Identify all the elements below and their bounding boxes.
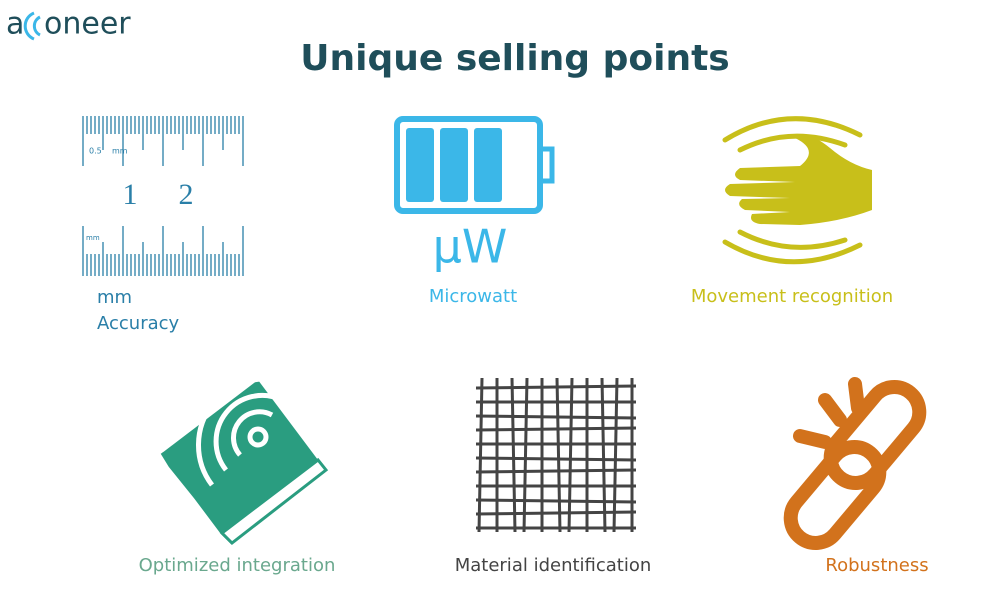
item-label: Optimized integration xyxy=(139,555,336,576)
mesh-line xyxy=(475,414,637,420)
item-label: Material identification xyxy=(455,555,652,576)
ruler-text: 0.5 xyxy=(89,147,102,156)
mesh-line xyxy=(475,510,637,516)
mesh-line xyxy=(567,377,574,533)
mesh-line xyxy=(555,377,562,533)
battery-icon xyxy=(394,116,555,214)
mesh-line xyxy=(600,377,607,533)
logo-prefix: a xyxy=(6,7,24,42)
title: Unique selling points xyxy=(300,38,729,79)
hand-icon xyxy=(722,116,872,265)
logo-waves xyxy=(23,11,41,41)
mesh-line xyxy=(475,468,637,474)
chain-icon xyxy=(783,377,927,550)
mesh-line xyxy=(475,426,637,432)
ruler-icon xyxy=(82,116,244,276)
item-label: Microwatt xyxy=(429,286,517,307)
mesh-line xyxy=(522,377,529,533)
logo-suffix: oneer xyxy=(44,7,131,42)
item-label: Robustness xyxy=(825,555,928,576)
mesh-line xyxy=(475,456,637,462)
battery-unit: µW xyxy=(433,220,508,274)
mesh-icon xyxy=(475,377,637,533)
item-label: Accuracy xyxy=(97,313,180,334)
mesh-line xyxy=(475,498,637,504)
ruler-number: 1 xyxy=(123,178,138,211)
ruler-text: mm xyxy=(86,234,100,242)
item-label: Movement recognition xyxy=(691,286,893,307)
mesh-line xyxy=(510,377,517,533)
ruler-number: 2 xyxy=(179,178,194,211)
mesh-line xyxy=(612,377,619,533)
item-label: mm xyxy=(97,287,132,308)
mesh-line xyxy=(477,377,484,533)
ruler-text: mm xyxy=(112,147,128,156)
chip-icon xyxy=(160,376,329,545)
